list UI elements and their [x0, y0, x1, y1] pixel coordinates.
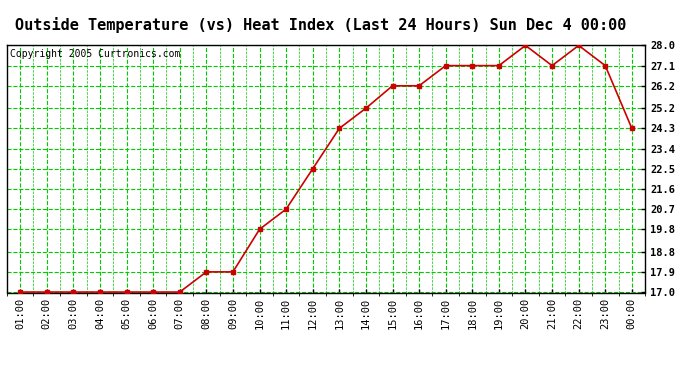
Text: Copyright 2005 Curtronics.com: Copyright 2005 Curtronics.com: [10, 49, 181, 59]
Text: Outside Temperature (vs) Heat Index (Last 24 Hours) Sun Dec 4 00:00: Outside Temperature (vs) Heat Index (Las…: [15, 17, 627, 33]
